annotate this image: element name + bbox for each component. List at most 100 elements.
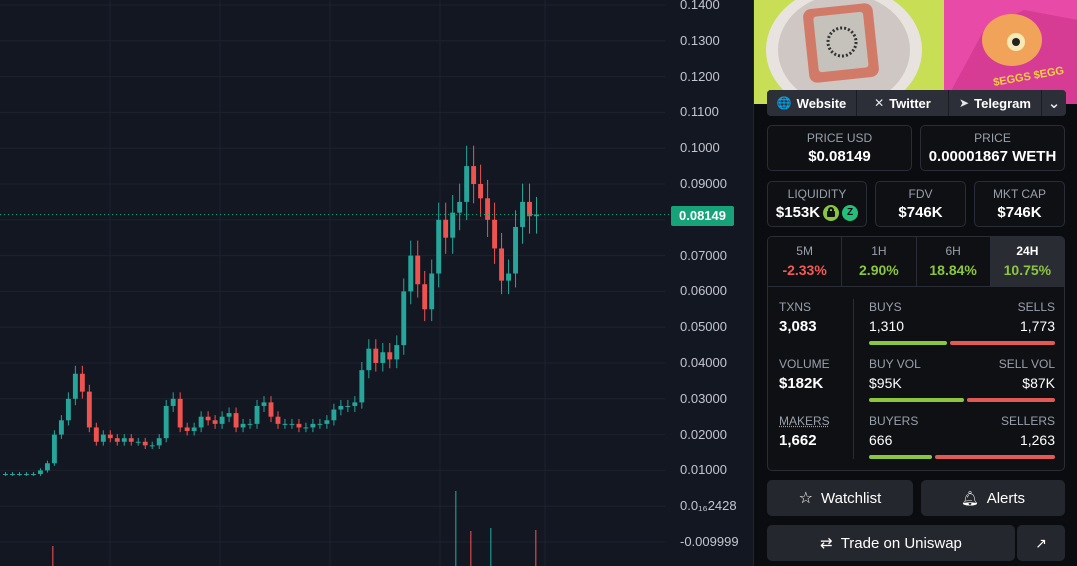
candle-body bbox=[527, 201, 532, 217]
open-external-button[interactable]: ↗ bbox=[1017, 525, 1065, 561]
twitter-label: Twitter bbox=[889, 95, 931, 111]
candle-body bbox=[191, 427, 197, 432]
price-label: PRICE bbox=[974, 131, 1011, 145]
price-axis-tick: 0.0₁₆2428 bbox=[680, 498, 737, 514]
candle-body bbox=[121, 438, 127, 442]
volume-bar bbox=[535, 530, 537, 566]
candle-body bbox=[10, 473, 15, 475]
candle-body bbox=[352, 402, 358, 406]
trade-label: Trade on Uniswap bbox=[840, 534, 962, 552]
candle-body bbox=[478, 184, 484, 199]
candle-body bbox=[254, 405, 260, 424]
more-links-button[interactable]: ⌄ bbox=[1042, 90, 1066, 116]
candle-body bbox=[359, 370, 365, 403]
txns-stat: TXNS 3,083 bbox=[779, 300, 817, 335]
candle-body bbox=[184, 427, 190, 432]
candle-body bbox=[142, 441, 148, 446]
candle-body bbox=[296, 423, 302, 428]
social-links: 🌐 Website ✕ Twitter ➤ Telegram ⌄ bbox=[767, 90, 1066, 116]
candle-body bbox=[163, 405, 169, 439]
candle-body bbox=[506, 273, 512, 281]
buyers-sellers-bar bbox=[869, 455, 1055, 459]
candle-body bbox=[436, 219, 442, 274]
volume-stat: VOLUME $182K bbox=[779, 357, 830, 392]
price-axis-tick: 0.06000 bbox=[680, 283, 727, 299]
candle-body bbox=[345, 405, 351, 407]
candle-body bbox=[310, 423, 316, 428]
candle-body bbox=[233, 413, 239, 428]
market-cap-box: MKT CAP $746K bbox=[974, 181, 1065, 227]
candle-body bbox=[24, 473, 29, 475]
candle-body bbox=[212, 420, 218, 424]
volume-bar bbox=[490, 528, 492, 566]
candle-body bbox=[205, 416, 211, 421]
market-cap-value: $746K bbox=[997, 204, 1042, 221]
candle-body bbox=[401, 291, 407, 346]
telegram-label: Telegram bbox=[974, 95, 1031, 111]
candle-body bbox=[170, 398, 176, 406]
candle-body bbox=[429, 273, 435, 310]
transaction-stats: TXNS 3,083 VOLUME $182K MAKERS 1,662 BUY… bbox=[767, 287, 1065, 471]
price-value: 0.00001867 WETH bbox=[928, 148, 1057, 165]
fdv-label: FDV bbox=[908, 187, 933, 201]
candle-body bbox=[135, 441, 141, 443]
watchlist-button[interactable]: ☆ Watchlist bbox=[767, 480, 913, 516]
candle-body bbox=[79, 373, 85, 392]
current-price-badge: 0.08149 bbox=[671, 206, 734, 226]
candle-body bbox=[30, 473, 36, 475]
star-icon: ☆ bbox=[798, 490, 814, 507]
alerts-label: Alerts bbox=[986, 489, 1026, 507]
alerts-button[interactable]: 🔔︎ Alerts bbox=[921, 480, 1065, 516]
candle-body bbox=[457, 201, 463, 213]
candle-body bbox=[408, 255, 414, 292]
website-button[interactable]: 🌐 Website bbox=[767, 90, 857, 116]
sell-vol-value: $87K bbox=[1022, 375, 1055, 391]
price-usd-value: $0.08149 bbox=[808, 148, 871, 165]
candle-body bbox=[247, 423, 253, 425]
tab-24h[interactable]: 24H 10.75% bbox=[990, 237, 1064, 286]
price-axis-tick: 0.1200 bbox=[680, 68, 720, 84]
trade-on-uniswap-button[interactable]: ⇄ Trade on Uniswap bbox=[767, 525, 1015, 561]
price-weth-box: PRICE 0.00001867 WETH bbox=[920, 125, 1065, 171]
price-axis-tick: 0.07000 bbox=[680, 247, 727, 263]
volume-split-stat: BUY VOL SELL VOL $95K $87K bbox=[869, 357, 1055, 402]
candle-body bbox=[261, 402, 267, 406]
candle-body bbox=[373, 348, 379, 363]
candle-body bbox=[65, 398, 71, 421]
candle-body bbox=[443, 219, 449, 238]
candle-body bbox=[380, 352, 386, 363]
fdv-box: FDV $746K bbox=[875, 181, 966, 227]
price-axis-tick: 0.05000 bbox=[680, 319, 727, 335]
candle-body bbox=[44, 463, 50, 471]
tab-5m[interactable]: 5M -2.33% bbox=[768, 237, 843, 286]
price-axis-tick: 0.1000 bbox=[680, 140, 720, 156]
buyers-value: 666 bbox=[869, 432, 893, 448]
watchlist-label: Watchlist bbox=[821, 489, 882, 507]
market-cap-label: MKT CAP bbox=[992, 187, 1047, 201]
price-axis-tick: -0.009999 bbox=[680, 534, 739, 549]
candle-body bbox=[289, 423, 295, 425]
locker-logo-icon[interactable]: Z bbox=[842, 204, 859, 221]
price-usd-box: PRICE USD $0.08149 bbox=[767, 125, 912, 171]
buys-value: 1,310 bbox=[869, 318, 905, 334]
bell-icon: 🔔︎ bbox=[960, 489, 979, 506]
candle-body bbox=[387, 352, 393, 360]
tab-6h[interactable]: 6H 18.84% bbox=[916, 237, 991, 286]
candle-body bbox=[520, 201, 525, 227]
candle-body bbox=[275, 416, 281, 424]
price-chart[interactable]: 0.1400 0.1300 0.1200 0.1100 0.1000 0.09000 0.0… bbox=[0, 0, 753, 566]
candle-body bbox=[149, 445, 155, 447]
volume-bar bbox=[52, 546, 54, 566]
token-banner-image: $EGGS $EGG bbox=[754, 0, 1077, 104]
candle-body bbox=[324, 420, 330, 424]
telegram-button[interactable]: ➤ Telegram bbox=[949, 90, 1042, 116]
candle-body bbox=[37, 470, 43, 474]
x-icon: ✕ bbox=[874, 96, 885, 110]
candle-body bbox=[156, 438, 162, 446]
candle-body bbox=[268, 402, 274, 417]
twitter-button[interactable]: ✕ Twitter bbox=[857, 90, 949, 116]
lock-icon[interactable] bbox=[823, 204, 840, 221]
candlestick-chart[interactable] bbox=[0, 0, 753, 566]
tab-1h[interactable]: 1H 2.90% bbox=[842, 237, 917, 286]
candle-body bbox=[282, 423, 288, 425]
